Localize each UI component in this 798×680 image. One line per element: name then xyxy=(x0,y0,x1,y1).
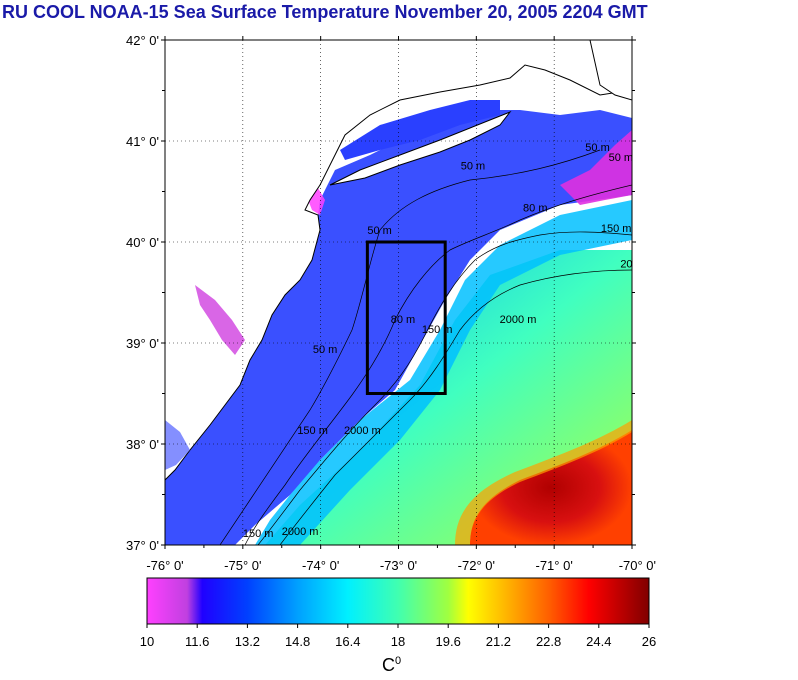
colorbar-tick-label: 24.4 xyxy=(586,634,611,649)
contour-label: 50 m xyxy=(461,160,485,172)
lon-label: -72° 0' xyxy=(458,558,495,573)
grid-lines xyxy=(165,40,632,545)
contour-label: 80 m xyxy=(391,314,415,326)
lon-label: -73° 0' xyxy=(380,558,417,573)
contour-label: 150 m xyxy=(297,425,328,437)
contour-label: 50 m xyxy=(609,152,633,164)
slope-front xyxy=(255,200,632,545)
contour-150m xyxy=(257,231,632,545)
long-island-sound xyxy=(340,100,500,160)
colorbar-tick-label: 10 xyxy=(140,634,154,649)
colorbar-tick-label: 21.2 xyxy=(486,634,511,649)
contour-label: 2000 m xyxy=(500,314,537,326)
colorbar-tick-label: 14.8 xyxy=(285,634,310,649)
contour-label: 50 m xyxy=(367,225,391,237)
lon-label: -70° 0' xyxy=(619,558,656,573)
land-new-england xyxy=(589,40,632,101)
unit-base: C xyxy=(382,655,395,675)
study-area-box xyxy=(365,240,447,395)
map-title: RU COOL NOAA-15 Sea Surface Temperature … xyxy=(2,2,648,22)
lat-label: 39° 0' xyxy=(126,336,159,351)
contour-label: 20 xyxy=(620,258,632,270)
colorbar-tick-label: 11.6 xyxy=(185,634,209,649)
colorbar-tick-label: 16.4 xyxy=(335,634,360,649)
contour-label: 2000 m xyxy=(282,526,319,538)
lon-label: -74° 0' xyxy=(302,558,339,573)
contour-50m xyxy=(219,149,601,545)
gulf-stream xyxy=(470,430,632,545)
lat-label: 38° 0' xyxy=(126,437,159,452)
chesapeake-bay xyxy=(165,420,190,470)
shelf-water xyxy=(165,110,632,545)
land-long-island xyxy=(329,110,512,186)
contour-label: 2000 m xyxy=(344,425,381,437)
cold-water-ne xyxy=(560,130,632,205)
lat-label: 42° 0' xyxy=(126,33,159,48)
lat-label: 40° 0' xyxy=(126,235,159,250)
contour-2000m xyxy=(279,269,632,545)
map-panel: 50 m 80 m 150 m 50 m 80 m 150 m 2000 m 50 m 150 … xyxy=(126,33,656,573)
contour-label: 150 m xyxy=(601,223,632,235)
colorbar-tick-label: 22.8 xyxy=(536,634,561,649)
contour-label: 150 m xyxy=(422,324,453,336)
colorbar: 10 11.6 13.2 14.8 16.4 18 19.6 21.2 22.8 24.4 26 xyxy=(140,577,656,649)
contour-label: 150 m xyxy=(243,528,274,540)
lat-label: 37° 0' xyxy=(126,538,159,553)
lon-label: -75° 0' xyxy=(224,558,261,573)
lon-label: -71° 0' xyxy=(536,558,573,573)
latitude-axis: 42° 0' 41° 0' 40° 0' 39° 0' 38° 0' 37° 0' xyxy=(126,33,636,553)
land-mid-atlantic xyxy=(165,40,632,481)
gulf-stream-edge xyxy=(455,420,632,545)
colorbar-tick-label: 26 xyxy=(642,634,656,649)
colorbar-unit: C0 xyxy=(382,655,401,676)
contour-label: 50 m xyxy=(585,142,609,154)
contour-label: 80 m xyxy=(523,203,547,215)
lon-label: -76° 0' xyxy=(146,558,183,573)
colorbar-tick-label: 13.2 xyxy=(235,634,260,649)
bathymetry-contours xyxy=(219,149,632,545)
lat-label: 41° 0' xyxy=(126,134,159,149)
colorbar-tick-label: 18 xyxy=(391,634,405,649)
contour-label: 50 m xyxy=(313,344,337,356)
colorbar-tick-label: 19.6 xyxy=(436,634,461,649)
colorbar-gradient xyxy=(146,577,650,625)
colorbar-ticks: 10 11.6 13.2 14.8 16.4 18 19.6 21.2 22.8 24.4 26 xyxy=(140,624,656,649)
delaware-bay xyxy=(195,285,245,355)
longitude-axis: -76° 0' -75° 0' -74° 0' -73° 0' -72° 0' -71° … xyxy=(146,36,656,573)
unit-sup: 0 xyxy=(395,655,402,667)
contour-80m xyxy=(244,184,632,545)
